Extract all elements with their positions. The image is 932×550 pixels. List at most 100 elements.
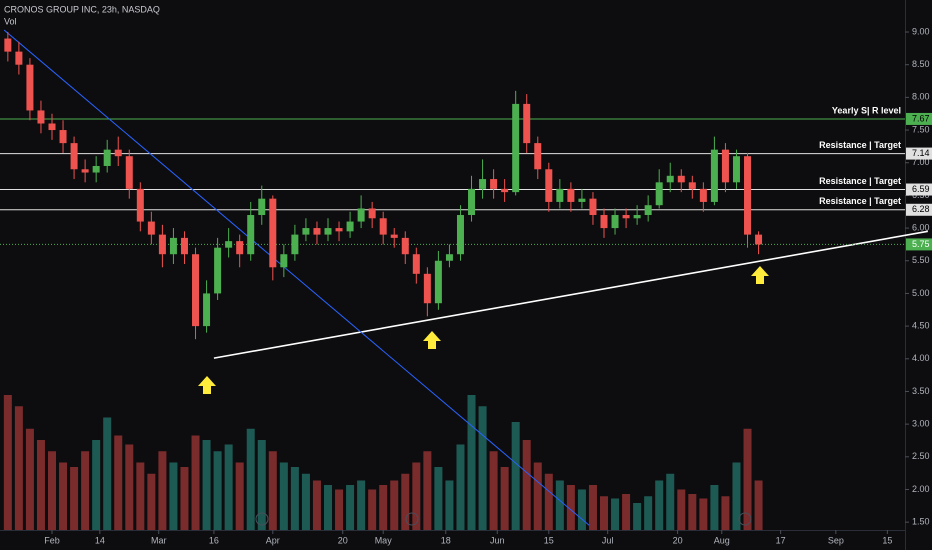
volume-bar <box>59 462 68 530</box>
volume-bar <box>511 422 520 530</box>
volume-bar <box>699 498 708 530</box>
candle-body <box>721 149 729 183</box>
candle-body <box>280 254 288 268</box>
volume-bar <box>743 428 752 530</box>
volume-bar <box>268 451 277 530</box>
candle-body <box>70 143 78 170</box>
volume-bar <box>566 485 575 530</box>
candle-body <box>401 237 409 255</box>
candle-body <box>556 188 564 202</box>
volume-bar <box>246 428 255 530</box>
volume-bar <box>25 428 34 530</box>
x-tick-label: 17 <box>776 535 786 545</box>
arrow-marker <box>751 266 769 284</box>
level-price-label: 6.59 <box>912 184 930 194</box>
volume-bar <box>114 435 123 530</box>
volume-bar <box>36 440 45 530</box>
candle-body <box>291 234 299 255</box>
volume-bar <box>346 485 355 530</box>
candle-body <box>534 143 542 170</box>
candle-body <box>59 130 67 144</box>
trendline <box>3 29 590 526</box>
volume-bar <box>600 496 608 530</box>
candle-body <box>346 221 354 232</box>
volume-bar <box>81 451 90 530</box>
volume-bar <box>191 435 200 530</box>
x-tick-label: 15 <box>882 535 892 545</box>
candle-body <box>302 228 310 235</box>
candle-body <box>677 175 685 183</box>
y-tick-label: 2.50 <box>912 451 930 461</box>
candle-body <box>379 218 387 235</box>
y-tick-label: 1.50 <box>912 517 930 527</box>
volume-bar <box>588 485 597 530</box>
candle-body <box>357 208 365 222</box>
volume-bar <box>732 462 741 530</box>
x-tick-label: 20 <box>338 535 348 545</box>
candle-body <box>158 234 166 255</box>
candle-body <box>423 273 431 304</box>
volume-bar <box>710 485 719 530</box>
volume-bar <box>279 462 288 530</box>
volume-bar <box>533 462 542 530</box>
volume-bar <box>754 480 763 530</box>
candle-body <box>103 149 111 166</box>
volume-bar <box>644 496 653 530</box>
volume-bar <box>368 489 377 530</box>
x-tick-label: Apr <box>266 535 280 545</box>
candle-body <box>368 208 376 219</box>
level-text: Yearly S| R level <box>832 105 901 115</box>
volume-bar <box>213 451 222 530</box>
candle-body <box>225 241 233 248</box>
volume-bar <box>500 467 509 530</box>
level-text: Resistance | Target <box>819 176 901 186</box>
candle-body <box>666 175 674 183</box>
level-text: Resistance | Target <box>819 196 901 206</box>
volume-bar <box>180 467 189 530</box>
candle-body <box>335 228 343 232</box>
candle-body <box>412 254 420 274</box>
volume-bar <box>423 451 432 530</box>
candle-body <box>26 64 34 111</box>
y-tick-label: 5.00 <box>912 288 930 298</box>
y-tick-label: 7.00 <box>912 157 930 167</box>
arrows <box>198 266 769 394</box>
candle-body <box>633 215 641 219</box>
lines-layer: Yearly S| R level Resistance | Target Resi… <box>0 29 928 526</box>
x-tick-label: Aug <box>714 535 730 545</box>
y-tick-label: 9.00 <box>912 26 930 36</box>
volume-bar <box>633 503 642 530</box>
y-tick-label: 8.00 <box>912 92 930 102</box>
volume-bar <box>434 467 443 530</box>
candle-body <box>269 198 277 268</box>
volume-bar <box>3 395 12 530</box>
x-tick-label: 14 <box>95 535 105 545</box>
level-price-box <box>906 112 932 125</box>
candle-body <box>258 198 266 216</box>
y-tick-label: 3.50 <box>912 386 930 396</box>
x-tick-label: Sep <box>828 535 844 545</box>
volume-bar <box>312 480 321 530</box>
volume-bar <box>103 417 112 530</box>
x-tick-label: 18 <box>441 535 451 545</box>
candle-body <box>644 205 652 216</box>
candle-body <box>600 215 608 229</box>
level-text: Resistance | Target <box>819 140 901 150</box>
candle-body <box>567 188 575 202</box>
candle-body <box>169 237 177 255</box>
volume-bar <box>721 496 730 530</box>
candle-body <box>37 110 45 124</box>
candle-body <box>699 188 707 202</box>
candle-body <box>136 188 144 222</box>
candle-body <box>125 156 133 189</box>
candle-body <box>434 260 442 304</box>
candle-body <box>523 103 531 144</box>
level-price-label: 7.14 <box>912 148 930 158</box>
candle-body <box>324 228 332 235</box>
y-tick-label: 4.50 <box>912 320 930 330</box>
volume-bar <box>290 467 299 530</box>
level-price-label: 6.28 <box>912 204 930 214</box>
volume-bar <box>301 473 310 530</box>
